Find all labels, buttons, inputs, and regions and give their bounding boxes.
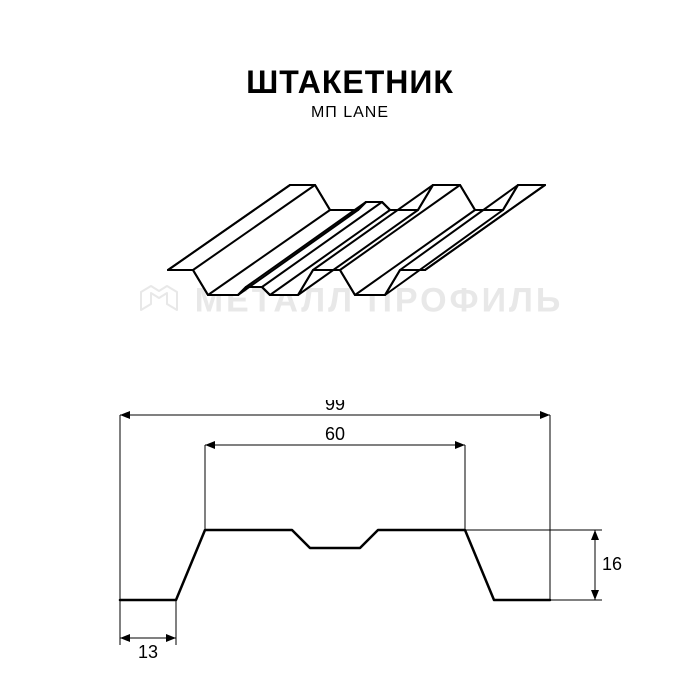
profile-path [120, 530, 550, 600]
dim-height: 16 [602, 554, 622, 574]
cross-section-drawing: 99 60 16 13 [0, 400, 700, 670]
dim-top-width: 60 [325, 424, 345, 444]
dim-flange: 13 [138, 642, 158, 662]
product-subtitle: МП LANE [0, 104, 700, 122]
isometric-view [0, 150, 700, 360]
product-title: ШТАКЕТНИК [0, 64, 700, 101]
dim-overall-width: 99 [325, 400, 345, 414]
